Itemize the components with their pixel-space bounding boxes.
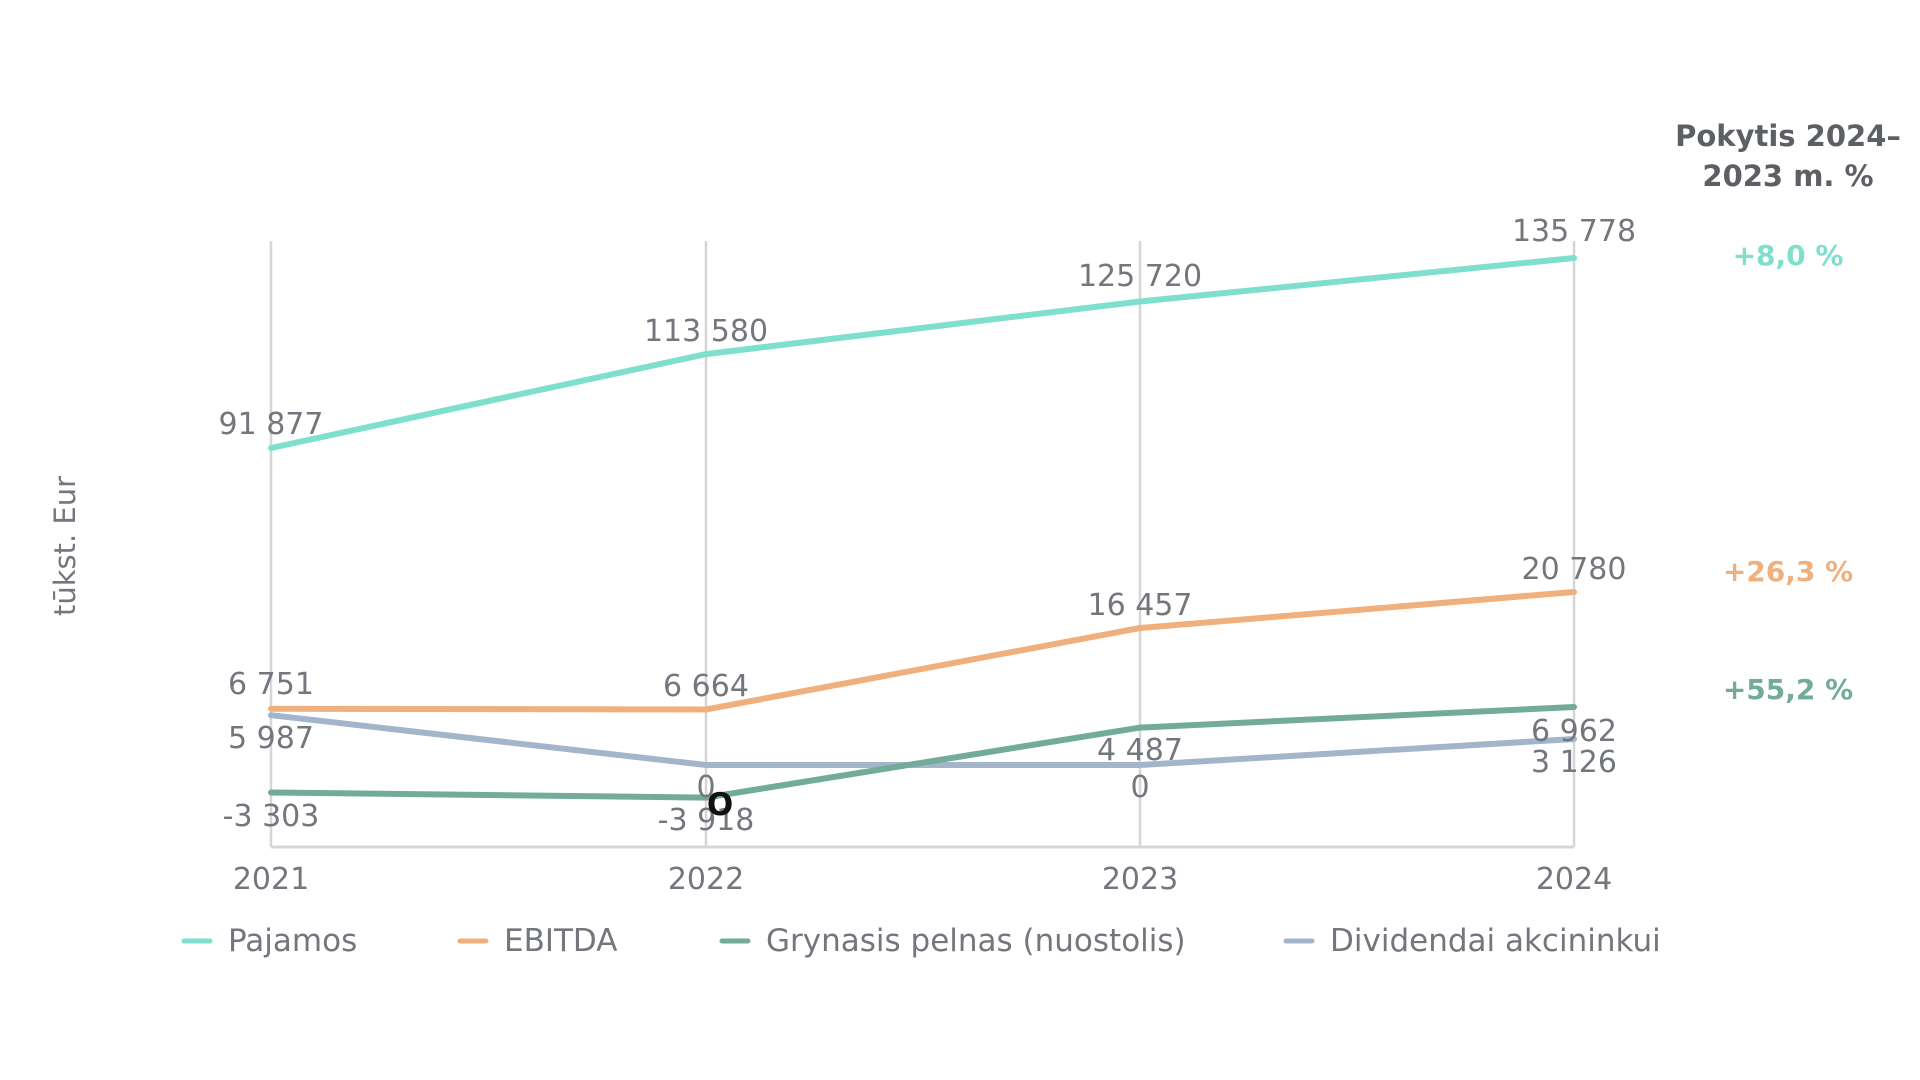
data-label-3-2022: 0	[696, 770, 715, 805]
series-line-1	[268, 589, 1577, 713]
change-header-line-0: Pokytis 2024–	[1675, 119, 1901, 153]
data-label-2-2022: -3 918	[658, 803, 755, 838]
change-value-2: +55,2 %	[1723, 673, 1853, 706]
legend-label-3: Dividendai akcininkui	[1330, 923, 1661, 959]
change-header-line-1: 2023 m. %	[1702, 159, 1873, 193]
series-line-0	[268, 255, 1577, 451]
data-label-2-2024: 6 962	[1531, 714, 1617, 749]
data-label-0-2021: 91 877	[219, 407, 324, 442]
data-label-3-2024: 3 126	[1531, 745, 1617, 780]
x-tick-label-2022: 2022	[668, 862, 744, 897]
data-label-3-2023: 0	[1130, 770, 1149, 805]
data-label-1-2022: 6 664	[663, 669, 749, 704]
change-value-1: +26,3 %	[1723, 555, 1853, 588]
legend-label-0: Pajamos	[228, 923, 357, 959]
data-label-0-2022: 113 580	[644, 314, 768, 349]
data-label-0-2024: 135 778	[1512, 214, 1636, 249]
series-line-2	[268, 704, 1577, 801]
data-label-2-2023: 4 487	[1097, 733, 1183, 768]
legend-label-1: EBITDA	[504, 923, 617, 959]
x-tick-label-2021: 2021	[233, 862, 309, 897]
y-axis-label: tūkst. Eur	[48, 476, 82, 616]
x-tick-label-2023: 2023	[1102, 862, 1178, 897]
data-label-0-2023: 125 720	[1078, 259, 1202, 294]
legend-label-2: Grynasis pelnas (nuostolis)	[766, 923, 1186, 959]
x-tick-label-2024: 2024	[1536, 862, 1612, 897]
stray-mark-o: O	[707, 787, 733, 823]
data-label-2-2021: -3 303	[223, 799, 320, 834]
change-value-0: +8,0 %	[1733, 239, 1844, 272]
data-label-1-2023: 16 457	[1088, 588, 1193, 623]
data-label-3-2021: 5 987	[228, 721, 314, 756]
data-label-1-2024: 20 780	[1522, 552, 1627, 587]
series-line-3	[268, 712, 1577, 768]
data-label-1-2021: 6 751	[228, 667, 314, 702]
change-header: Pokytis 2024– 2023 m. %	[1675, 119, 1901, 193]
